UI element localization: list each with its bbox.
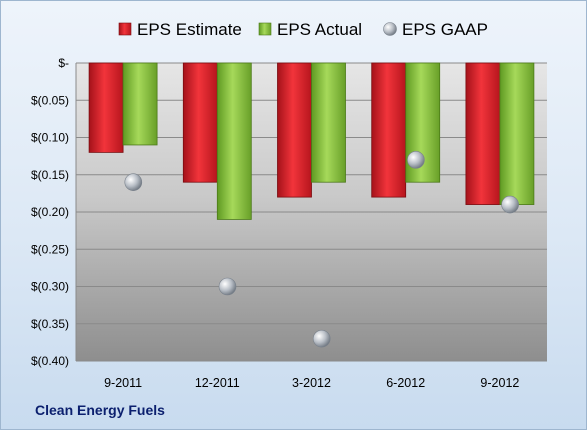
- marker-eps-gaap: [124, 173, 143, 191]
- marker-eps-gaap: [218, 277, 237, 296]
- x-tick-label: 3-2012: [292, 376, 331, 390]
- bar-eps-estimate: [277, 62, 312, 198]
- legend-label: EPS GAAP: [402, 20, 488, 39]
- y-tick-label: $(0.10): [31, 131, 69, 145]
- bars-group: [88, 62, 535, 220]
- y-tick-label: $(0.35): [31, 317, 69, 331]
- marker-eps-gaap: [407, 151, 425, 169]
- marker-eps-gaap: [312, 329, 331, 348]
- bar-eps-estimate: [182, 62, 218, 183]
- marker-eps-gaap: [501, 195, 519, 214]
- legend-label: EPS Actual: [277, 20, 362, 39]
- legend: EPS Estimate EPS Actual EPS GAAP: [118, 20, 488, 39]
- bar-eps-actual: [311, 62, 346, 183]
- x-tick-label: 9-2011: [104, 376, 142, 390]
- legend-swatch-eps-actual: [258, 22, 272, 36]
- bar-eps-estimate: [465, 62, 501, 205]
- y-axis-ticks: $- $(0.05) $(0.10) $(0.15) $(0.20) $(0.25) $(0…: [31, 56, 69, 368]
- markers-group: [124, 151, 519, 348]
- y-tick-label: $(0.15): [31, 168, 69, 182]
- x-tick-label: 6-2012: [386, 376, 425, 390]
- bar-eps-estimate: [88, 62, 124, 153]
- y-tick-label: $(0.20): [31, 205, 69, 219]
- y-tick-label: $(0.30): [31, 280, 69, 294]
- y-tick-label: $(0.05): [31, 93, 69, 107]
- y-tick-label: $-: [58, 56, 69, 70]
- x-tick-label: 9-2012: [480, 376, 519, 390]
- x-axis-ticks: 9-2011 12-2011 3-2012 6-2012 9-2012: [104, 376, 519, 390]
- legend-swatch-eps-gaap: [383, 22, 397, 36]
- x-tick-label: 12-2011: [195, 376, 240, 390]
- y-tick-label: $(0.25): [31, 242, 69, 256]
- legend-swatch-eps-estimate: [118, 22, 132, 36]
- company-name: Clean Energy Fuels: [35, 402, 165, 418]
- bar-eps-actual: [499, 62, 535, 205]
- bar-eps-estimate: [371, 62, 407, 198]
- y-tick-label: $(0.40): [31, 354, 69, 368]
- bar-eps-actual: [122, 62, 158, 146]
- legend-label: EPS Estimate: [137, 20, 242, 39]
- bar-eps-actual: [216, 62, 252, 220]
